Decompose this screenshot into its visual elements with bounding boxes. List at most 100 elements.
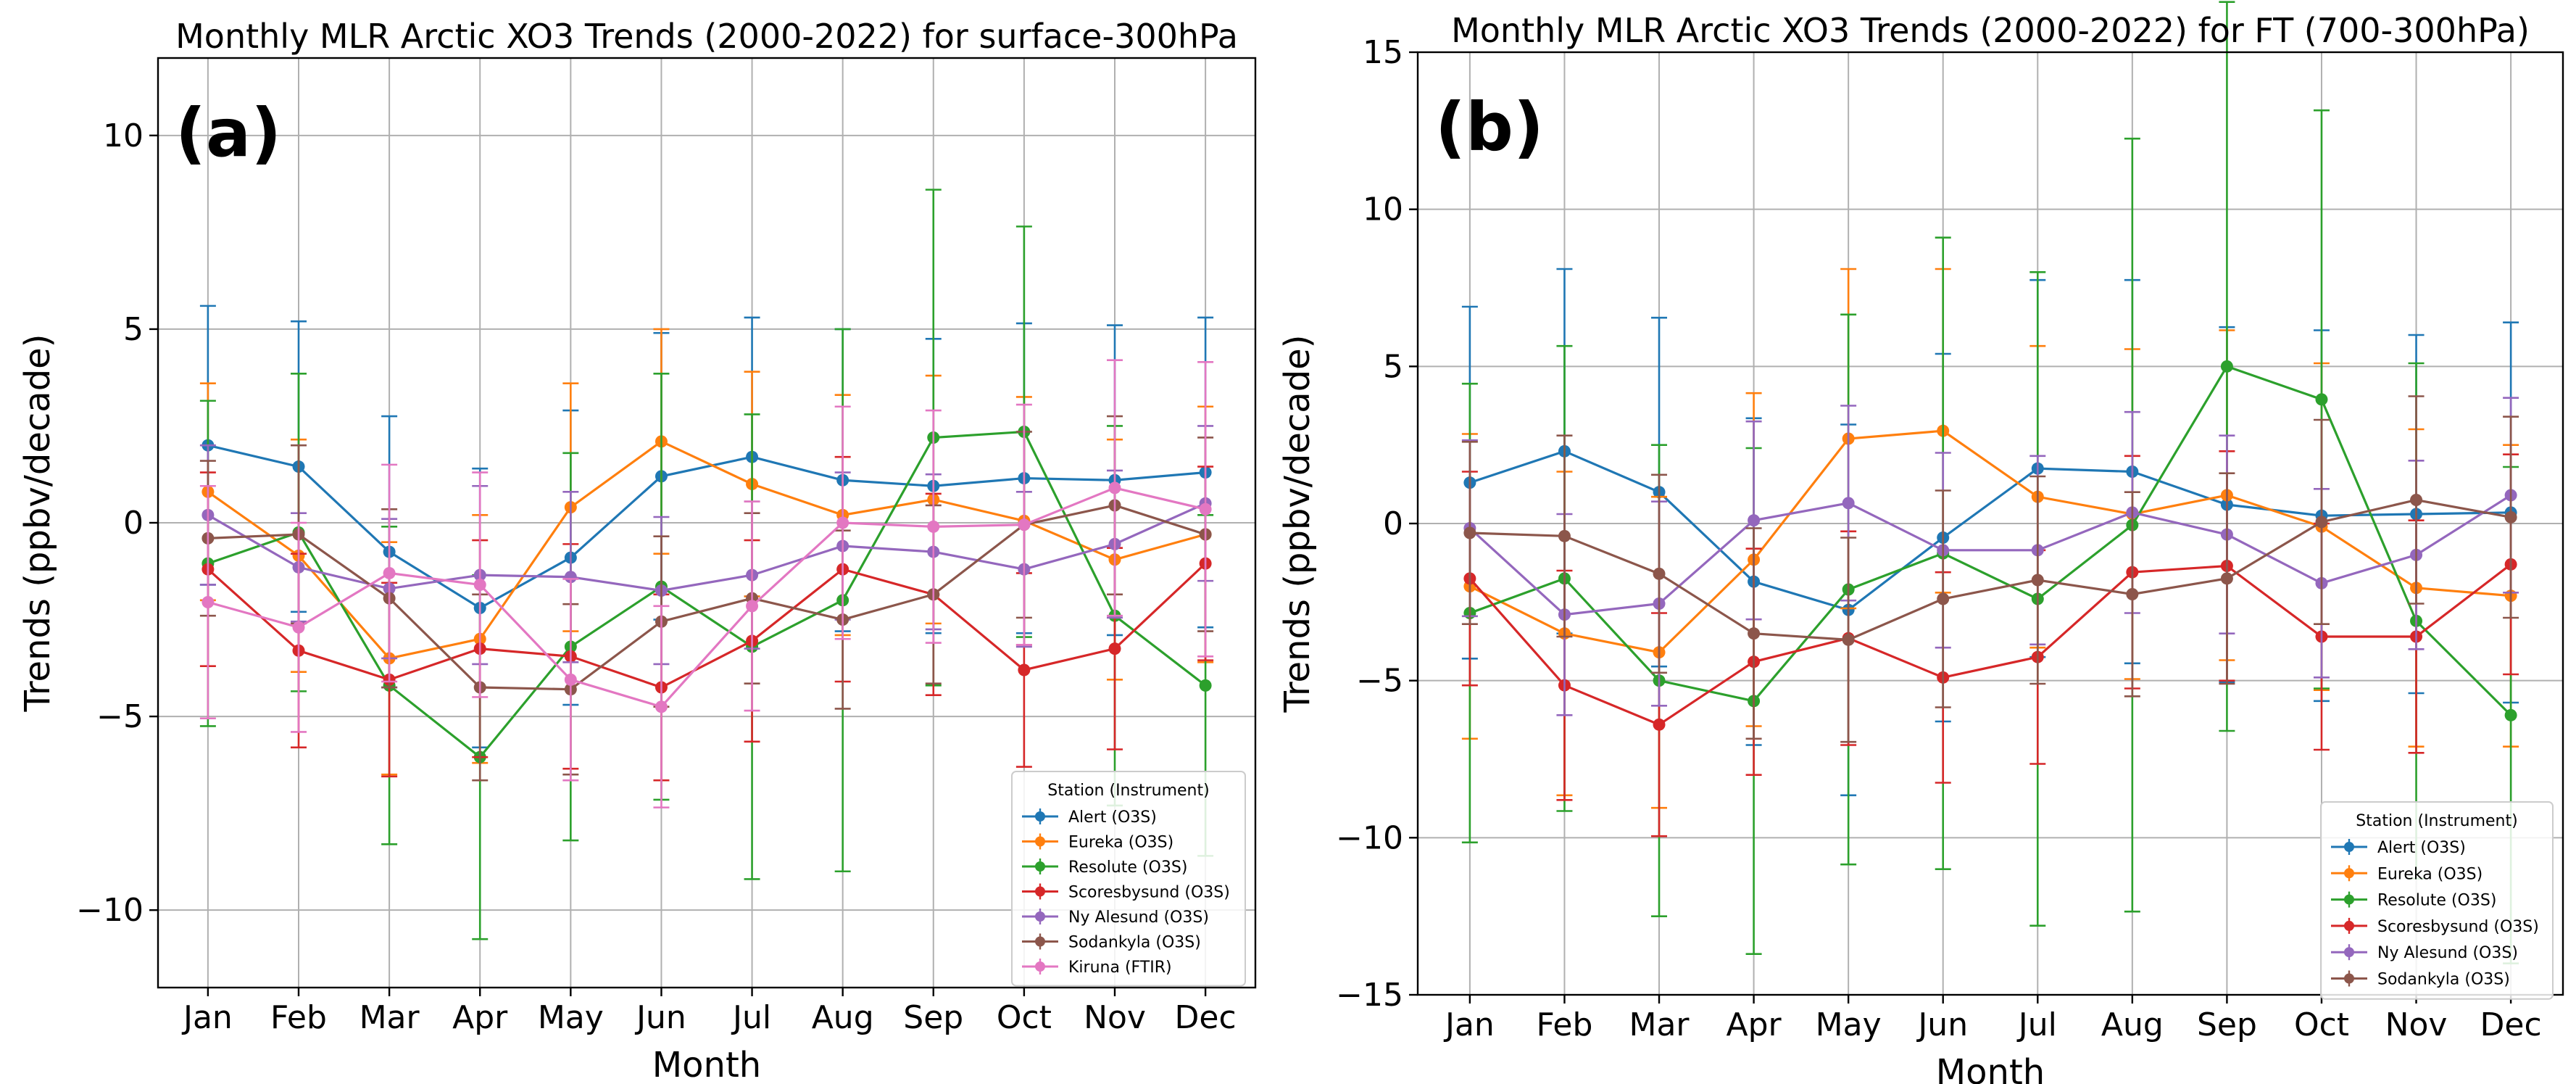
data-point bbox=[564, 673, 577, 686]
legend-item: Resolute (O3S) bbox=[1022, 858, 1187, 877]
data-point bbox=[473, 578, 486, 591]
legend-item: Kiruna (FTIR) bbox=[1022, 959, 1172, 977]
legend-item: Ny Alesund (O3S) bbox=[2331, 944, 2518, 962]
x-tick-label: Jan bbox=[1443, 1006, 1495, 1043]
legend-label: Alert (O3S) bbox=[2377, 839, 2466, 857]
data-point bbox=[1842, 497, 1855, 510]
data-point bbox=[2031, 574, 2044, 587]
y-tick-label: 0 bbox=[123, 505, 144, 542]
data-point bbox=[1018, 663, 1031, 677]
data-point bbox=[2220, 572, 2233, 585]
x-tick-label: Apr bbox=[1727, 1006, 1782, 1043]
legend-marker bbox=[1035, 861, 1045, 872]
x-tick-label: Dec bbox=[2480, 1006, 2542, 1043]
legend-box bbox=[2320, 801, 2554, 1000]
x-axis-label: Month bbox=[652, 1045, 761, 1084]
chart-title: Monthly MLR Arctic XO3 Trends (2000-2022… bbox=[1451, 11, 2530, 50]
series-sodankyla-o3s bbox=[199, 415, 1214, 782]
x-tick-label: Feb bbox=[270, 999, 327, 1036]
x-tick-label: Jun bbox=[634, 999, 686, 1036]
data-point bbox=[383, 566, 396, 579]
x-tick-label: Nov bbox=[2385, 1006, 2448, 1043]
legend-item: Eureka (O3S) bbox=[2331, 865, 2482, 883]
x-tick-label: Aug bbox=[812, 999, 874, 1036]
x-tick-label: Jan bbox=[181, 999, 233, 1036]
data-point bbox=[201, 596, 215, 609]
series-line bbox=[207, 487, 1206, 708]
data-point bbox=[2410, 494, 2423, 506]
data-point bbox=[1199, 679, 1212, 692]
data-point bbox=[1748, 514, 1761, 527]
legend-title: Station (Instrument) bbox=[2356, 812, 2517, 830]
data-point bbox=[1018, 518, 1031, 531]
legend-label: Ny Alesund (O3S) bbox=[1068, 909, 1209, 927]
legend-label: Eureka (O3S) bbox=[1068, 834, 1173, 852]
x-tick-label: Mar bbox=[360, 999, 420, 1036]
series-alert-o3s bbox=[199, 305, 1214, 749]
legend-box bbox=[1011, 771, 1246, 987]
legend-label: Sodankyla (O3S) bbox=[1068, 934, 1201, 952]
series-line bbox=[207, 444, 1206, 610]
y-axis-label: Trends (ppbv/decade) bbox=[1277, 335, 1318, 713]
legend-item: Scoresbysund (O3S) bbox=[2331, 917, 2539, 936]
data-point bbox=[1842, 633, 1855, 646]
legend-marker bbox=[1035, 961, 1045, 972]
y-axis-label: Trends (ppbv/decade) bbox=[17, 334, 58, 713]
series-line bbox=[1468, 563, 2512, 727]
legend-label: Resolute (O3S) bbox=[1068, 858, 1187, 877]
series-line bbox=[207, 439, 1206, 660]
x-tick-label: Jul bbox=[2016, 1006, 2057, 1043]
x-tick-label: Jun bbox=[1916, 1006, 1968, 1043]
x-tick-label: Oct bbox=[2294, 1006, 2349, 1043]
x-tick-label: Mar bbox=[1629, 1006, 1690, 1043]
data-point bbox=[655, 700, 668, 713]
legend-marker bbox=[1035, 836, 1045, 847]
y-tick-label: 0 bbox=[1383, 505, 1403, 542]
data-point bbox=[1653, 567, 1666, 580]
legend-marker bbox=[1035, 886, 1045, 897]
data-point bbox=[2220, 360, 2233, 373]
series-kiruna-ftir bbox=[199, 359, 1214, 808]
series-line bbox=[207, 562, 1207, 689]
legend-marker bbox=[2344, 842, 2354, 852]
chart-title: Monthly MLR Arctic XO3 Trends (2000-2022… bbox=[175, 17, 1238, 56]
data-point bbox=[1748, 627, 1761, 640]
x-tick-label: Jul bbox=[731, 999, 771, 1036]
data-point bbox=[1558, 529, 1571, 542]
chart-panel-a: Jan Feb Mar Apr May Jun Jul Aug Sep Oct Nov Dec −10 −… bbox=[17, 17, 1257, 1084]
x-tick-label: Feb bbox=[1537, 1006, 1593, 1043]
data-point bbox=[2315, 393, 2328, 406]
chart-panel-b: Jan Feb Mar Apr May Jun Jul Aug Sep Oct Nov Dec −15 −… bbox=[1277, 1, 2564, 1084]
data-point bbox=[1653, 718, 1666, 731]
legend-label: Scoresbysund (O3S) bbox=[1068, 884, 1230, 902]
data-point bbox=[2315, 516, 2328, 529]
y-tick-label: 10 bbox=[103, 117, 144, 154]
legend-marker bbox=[2344, 920, 2354, 931]
series-line bbox=[207, 430, 1207, 759]
x-tick-label: Oct bbox=[997, 999, 1052, 1036]
data-point bbox=[1463, 526, 1476, 539]
panel-label: (a) bbox=[175, 94, 281, 172]
legend-label: Sodankyla (O3S) bbox=[2377, 971, 2510, 989]
data-point bbox=[292, 621, 305, 634]
legend-marker bbox=[2344, 973, 2354, 984]
legend-item: Sodankyla (O3S) bbox=[2331, 970, 2510, 989]
x-tick-label: Nov bbox=[1084, 999, 1146, 1036]
series-eureka-o3s bbox=[1461, 268, 2519, 809]
x-tick-label: May bbox=[1816, 1006, 1882, 1043]
panel-label: (b) bbox=[1435, 88, 1544, 166]
data-point bbox=[2126, 588, 2139, 600]
y-tick-label: 10 bbox=[1363, 191, 1403, 228]
y-tick-label: −5 bbox=[96, 698, 144, 735]
legend-marker bbox=[1035, 911, 1045, 922]
series-line bbox=[1469, 365, 2512, 716]
data-point bbox=[1199, 502, 1212, 516]
y-tick-label: −10 bbox=[1336, 819, 1403, 856]
data-point bbox=[836, 516, 849, 529]
y-tick-label: 5 bbox=[123, 311, 144, 348]
series-line bbox=[1469, 429, 2511, 654]
x-tick-label: May bbox=[538, 999, 604, 1036]
data-point bbox=[1108, 642, 1121, 655]
legend-label: Eureka (O3S) bbox=[2377, 865, 2482, 883]
series-eureka-o3s bbox=[199, 328, 1214, 776]
